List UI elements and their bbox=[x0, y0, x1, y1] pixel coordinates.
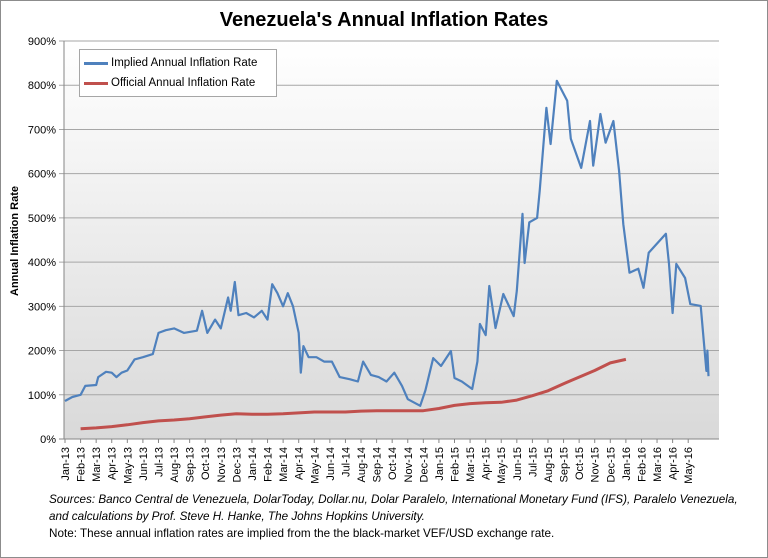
x-tick-label: Jan-15 bbox=[434, 447, 446, 481]
x-tick-label: Apr-16 bbox=[668, 447, 680, 480]
sources-text: Sources: Banco Central de Venezuela, Dol… bbox=[49, 493, 738, 523]
x-tick-label: Feb-15 bbox=[450, 447, 462, 482]
legend-swatch-official bbox=[84, 81, 108, 85]
implied-inflation-line bbox=[64, 79, 710, 407]
x-tick-label: Jul-14 bbox=[340, 447, 352, 477]
legend-label-official: Official Annual Inflation Rate bbox=[111, 77, 256, 89]
y-tick-label: 200% bbox=[28, 346, 56, 358]
x-tick-label: Sep-14 bbox=[372, 447, 384, 482]
chart-title: Venezuela's Annual Inflation Rates bbox=[219, 9, 549, 31]
y-tick-label: 400% bbox=[28, 257, 56, 269]
y-tick-label: 900% bbox=[28, 36, 56, 48]
x-tick-label: Aug-14 bbox=[356, 447, 368, 482]
x-tick-label: Sep-15 bbox=[559, 447, 571, 482]
x-tick-label: Apr-14 bbox=[294, 447, 306, 480]
x-tick-label: Jan-16 bbox=[621, 447, 633, 481]
chart-notes: Sources: Banco Central de Venezuela, Dol… bbox=[49, 491, 749, 542]
x-tick-label: Mar-15 bbox=[465, 447, 477, 482]
x-tick-label: May-15 bbox=[496, 447, 508, 484]
y-tick-label: 500% bbox=[28, 213, 56, 225]
x-tick-label: Dec-13 bbox=[231, 447, 243, 482]
x-tick-label: Mar-13 bbox=[91, 447, 103, 482]
y-tick-label: 600% bbox=[28, 169, 56, 181]
y-tick-label: 700% bbox=[28, 124, 56, 136]
x-tick-label: May-13 bbox=[122, 447, 134, 484]
legend-swatch-implied bbox=[84, 61, 108, 65]
y-tick-label: 100% bbox=[28, 390, 56, 402]
y-axis-label: Annual Inflation Rate bbox=[9, 186, 21, 296]
x-tick-label: Jan-14 bbox=[247, 447, 259, 481]
x-tick-label: Nov-14 bbox=[403, 447, 415, 482]
x-tick-label: Nov-13 bbox=[216, 447, 228, 482]
x-tick-label: Feb-13 bbox=[76, 447, 88, 482]
x-tick-label: Jun-13 bbox=[138, 447, 150, 481]
plot-area bbox=[64, 41, 719, 439]
x-tick-label: Mar-16 bbox=[652, 447, 664, 482]
legend-label-implied: Implied Annual Inflation Rate bbox=[111, 57, 258, 69]
x-tick-label: Feb-14 bbox=[263, 447, 275, 482]
x-tick-label: Oct-15 bbox=[574, 447, 586, 480]
x-tick-label: Apr-13 bbox=[107, 447, 119, 480]
x-tick-label: Dec-15 bbox=[605, 447, 617, 482]
x-tick-label: Feb-16 bbox=[636, 447, 648, 482]
x-tick-label: Jun-15 bbox=[512, 447, 524, 481]
legend-item-implied: Implied Annual Inflation Rate bbox=[84, 56, 257, 70]
x-tick-label: Sep-13 bbox=[185, 447, 197, 482]
legend-item-official: Official Annual Inflation Rate bbox=[84, 76, 255, 90]
y-tick-label: 0% bbox=[40, 434, 56, 446]
legend: Implied Annual Inflation Rate Official A… bbox=[79, 49, 277, 97]
plot-svg: 0% 100% 200% 300% 400% 500% 600% 700% 800% 900% Ja… bbox=[28, 36, 719, 484]
x-tick-label: Apr-15 bbox=[481, 447, 493, 480]
y-tick-label: 300% bbox=[28, 301, 56, 313]
x-tick-label: Aug-13 bbox=[169, 447, 181, 482]
x-tick-label: Oct-14 bbox=[387, 447, 399, 480]
x-tick-label: Aug-15 bbox=[543, 447, 555, 482]
x-tick-label: Dec-14 bbox=[418, 447, 430, 482]
x-tick-label: Jul-15 bbox=[527, 447, 539, 477]
x-tick-label: Nov-15 bbox=[590, 447, 602, 482]
x-tick-label: Jan-13 bbox=[60, 447, 72, 481]
x-tick-label: Oct-13 bbox=[200, 447, 212, 480]
x-tick-label: May-16 bbox=[683, 447, 695, 484]
official-inflation-line bbox=[80, 357, 627, 431]
note-text: Note: These annual inflation rates are i… bbox=[49, 527, 555, 540]
x-tick-label: May-14 bbox=[309, 447, 321, 484]
x-tick-label: Mar-14 bbox=[278, 447, 290, 482]
y-tick-label: 800% bbox=[28, 80, 56, 92]
x-tick-label: Jul-13 bbox=[153, 447, 165, 477]
x-tick-label: Jun-14 bbox=[325, 447, 337, 481]
